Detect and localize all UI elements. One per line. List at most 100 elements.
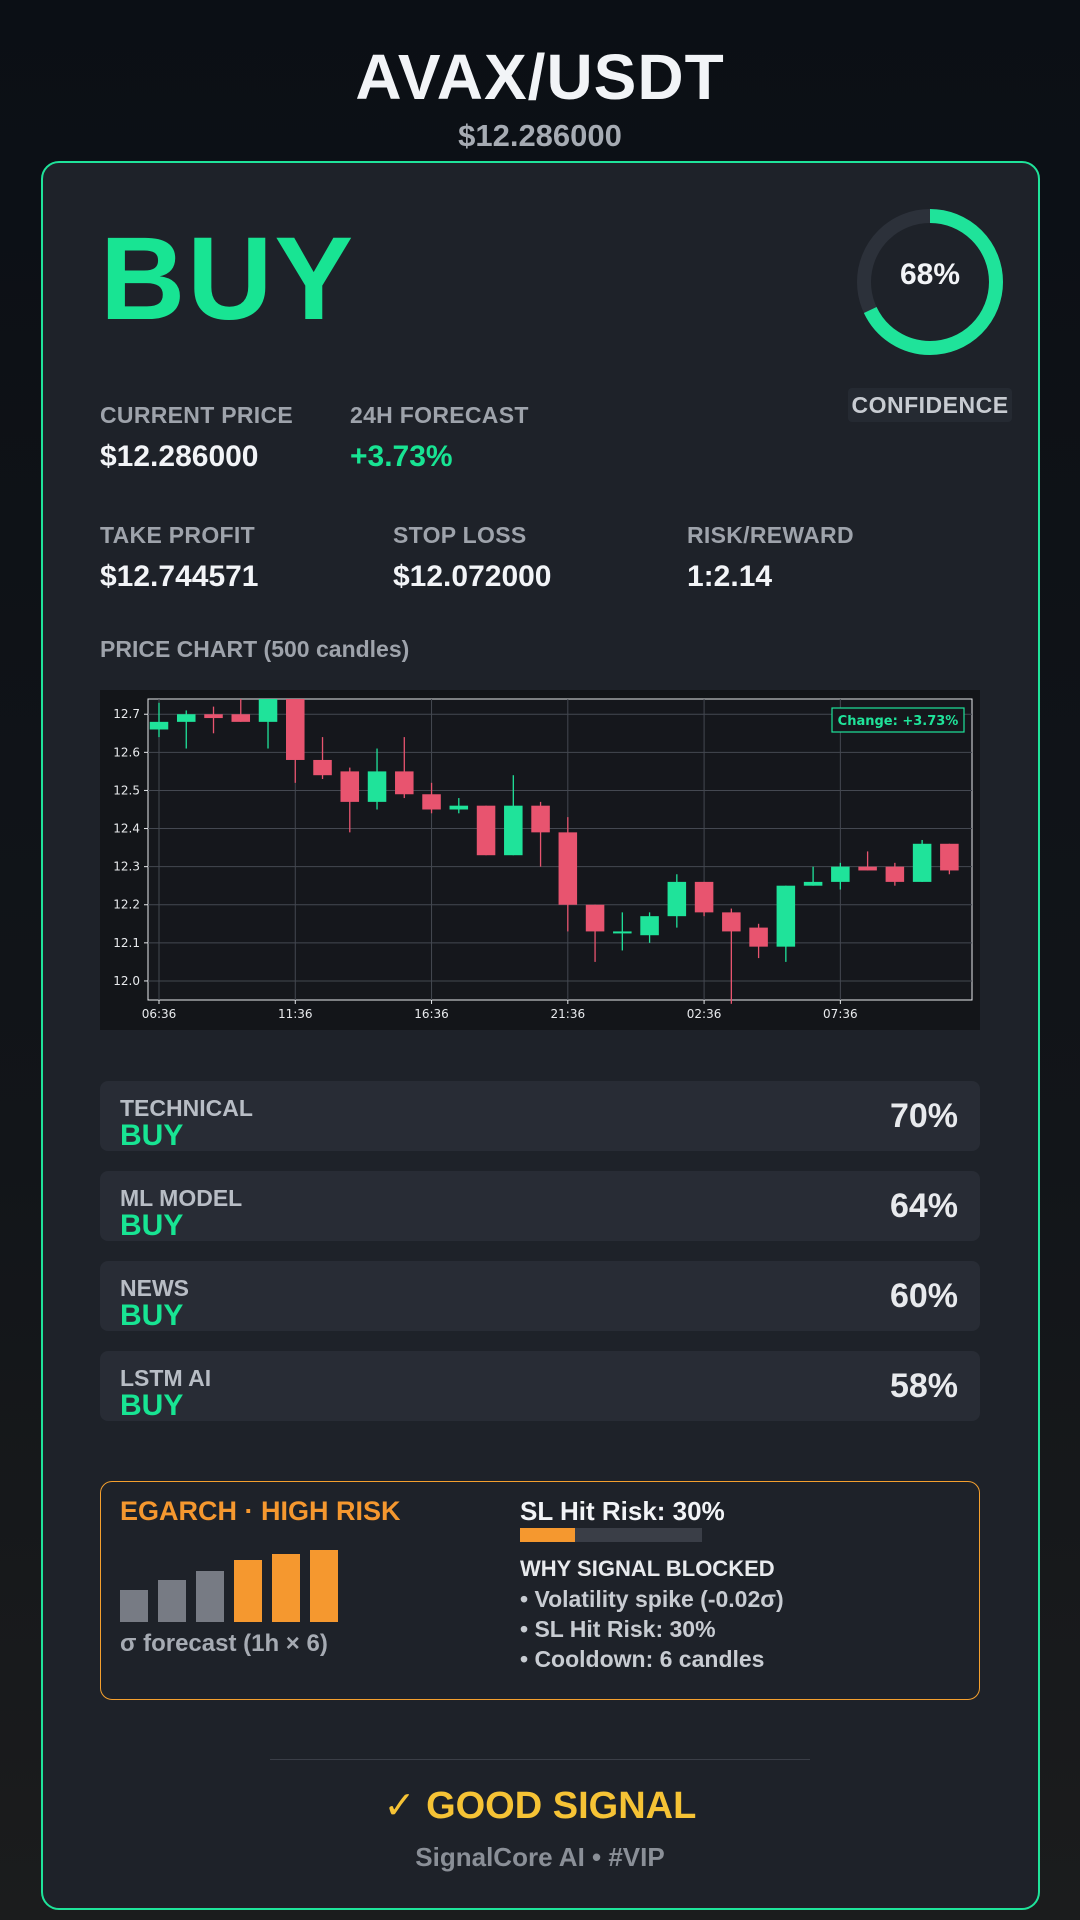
candle-body — [149, 721, 169, 730]
sigma-bar — [234, 1560, 262, 1622]
sigma-bar — [310, 1550, 338, 1622]
y-tick-label: 12.5 — [113, 783, 140, 797]
why-item: • SL Hit Risk: 30% — [520, 1616, 716, 1642]
source-name: NEWS — [120, 1275, 189, 1301]
take-profit-label: TAKE PROFIT — [100, 522, 255, 548]
footer-brand: SignalCore AI • #VIP — [415, 1842, 665, 1872]
stop-loss-value: $12.072000 — [393, 560, 552, 593]
y-tick-label: 12.1 — [113, 936, 140, 950]
divider — [270, 1759, 810, 1760]
chart-title: PRICE CHART (500 candles) — [100, 636, 410, 662]
candle-body — [176, 714, 196, 722]
candle-body — [858, 866, 877, 871]
gauge-arc — [857, 209, 1003, 355]
candle-body — [476, 805, 496, 856]
candle-body — [504, 805, 523, 856]
source-confidence: 64% — [889, 1187, 958, 1225]
why-blocked-title: WHY SIGNAL BLOCKED — [520, 1556, 775, 1581]
source-signal: BUY — [120, 1389, 184, 1422]
candle-body — [585, 904, 605, 932]
candle-body — [722, 912, 741, 932]
price-chart-svg: 12.0 12.1 12.2 12.3 12.4 12.5 12.6 12.7 06:36 11:… — [113, 698, 973, 1021]
candle-body — [885, 866, 905, 882]
sigma-forecast-bars — [120, 1550, 360, 1622]
change-annotation: Change: +3.73% — [838, 714, 959, 729]
verdict-label: ✓ GOOD SIGNAL — [383, 1785, 697, 1827]
sigma-bar — [120, 1589, 148, 1622]
confidence-value: 68% — [899, 258, 961, 291]
change-annotation-box — [831, 707, 965, 733]
candle-body — [613, 931, 632, 934]
candle-body — [313, 759, 332, 776]
signal-action: BUY — [100, 213, 356, 345]
source-row-news: NEWS BUY 60% — [100, 1261, 980, 1332]
risk-reward-label: RISK/REWARD — [687, 522, 854, 548]
take-profit-value: $12.744571 — [100, 560, 259, 593]
pair-title: AVAX/USDT — [355, 41, 725, 113]
source-signal: BUY — [120, 1299, 184, 1332]
confidence-label: CONFIDENCE — [848, 388, 1012, 422]
candle-body — [940, 843, 959, 871]
candle-body — [912, 843, 932, 882]
current-price-label: CURRENT PRICE — [100, 402, 294, 428]
x-tick-label: 07:36 — [823, 1007, 858, 1021]
header-price: $12.286000 — [458, 118, 622, 153]
source-confidence: 58% — [889, 1367, 958, 1405]
x-tick-label: 02:36 — [687, 1007, 722, 1021]
source-signal: BUY — [120, 1209, 184, 1242]
candle-body — [231, 714, 251, 722]
candle-body — [286, 699, 305, 760]
candle-body — [258, 699, 278, 722]
sigma-bar — [272, 1553, 300, 1622]
sl-hit-risk-fill — [520, 1528, 575, 1542]
y-tick-label: 12.0 — [113, 974, 140, 988]
source-name: TECHNICAL — [120, 1095, 253, 1121]
stop-loss-label: STOP LOSS — [393, 522, 527, 548]
candle-body — [422, 794, 441, 810]
candle-body — [749, 927, 768, 947]
candle-body — [694, 881, 714, 913]
candle-body — [395, 771, 414, 795]
source-row-ml-model: ML MODEL BUY 64% — [100, 1171, 980, 1242]
y-tick-label: 12.6 — [113, 745, 140, 759]
candle-body — [803, 881, 823, 886]
candle-body — [340, 771, 360, 802]
candle-body — [558, 832, 578, 905]
source-row-technical: TECHNICAL BUY 70% — [100, 1081, 980, 1152]
y-tick-label: 12.4 — [113, 822, 140, 836]
current-price-value: $12.286000 — [100, 440, 259, 473]
candle-body — [204, 714, 223, 719]
risk-reward-value: 1:2.14 — [687, 560, 773, 593]
candle-body — [776, 885, 796, 947]
source-name: ML MODEL — [120, 1185, 243, 1211]
sl-hit-risk-bar — [520, 1528, 702, 1542]
confidence-gauge — [857, 209, 1003, 355]
source-row-lstm-ai: LSTM AI BUY 58% — [100, 1351, 980, 1422]
x-tick-label: 06:36 — [142, 1007, 177, 1021]
candle-body — [831, 866, 850, 882]
risk-panel: EGARCH · HIGH RISK σ forecast (1h × 6) S… — [100, 1481, 980, 1700]
forecast-label: 24H FORECAST — [350, 402, 529, 428]
sigma-label: σ forecast (1h × 6) — [120, 1630, 328, 1657]
x-tick-label: 16:36 — [414, 1007, 449, 1021]
candle-body — [449, 805, 469, 810]
y-tick-label: 12.3 — [113, 860, 140, 874]
why-item: • Cooldown: 6 candles — [520, 1646, 765, 1672]
source-confidence: 70% — [889, 1097, 958, 1135]
price-chart: 12.0 12.1 12.2 12.3 12.4 12.5 12.6 12.7 06:36 11:… — [100, 690, 980, 1030]
candle-body — [667, 881, 687, 917]
x-tick-label: 21:36 — [551, 1007, 586, 1021]
candle-body — [640, 916, 659, 936]
candle-body — [367, 771, 387, 802]
y-tick-label: 12.2 — [113, 898, 140, 912]
sl-hit-risk: SL Hit Risk: 30% — [520, 1496, 725, 1526]
why-item: • Volatility spike (-0.02σ) — [520, 1586, 784, 1612]
source-name: LSTM AI — [120, 1365, 212, 1391]
source-confidence: 60% — [889, 1277, 958, 1315]
x-tick-label: 11:36 — [278, 1007, 313, 1021]
egarch-title: EGARCH · HIGH RISK — [120, 1496, 401, 1526]
y-tick-label: 12.7 — [113, 707, 140, 721]
sigma-bar — [158, 1579, 186, 1622]
forecast-value: +3.73% — [350, 440, 453, 473]
source-signal: BUY — [120, 1119, 184, 1152]
